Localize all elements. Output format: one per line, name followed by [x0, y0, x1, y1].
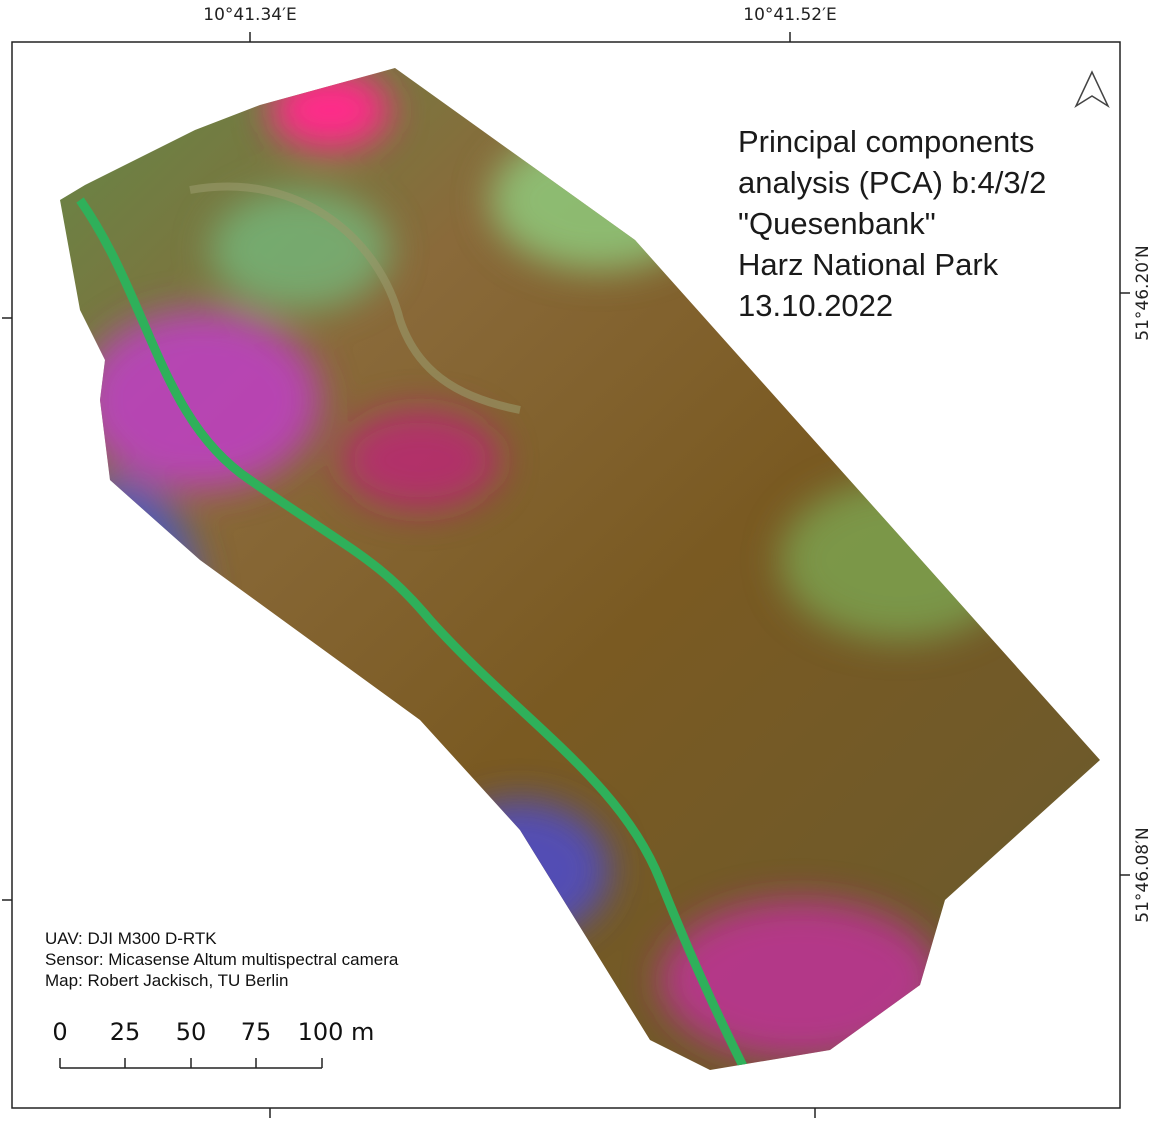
- map: 10°41.34′E 10°41.52′E 51°46.20′N 51°46.0…: [0, 0, 1164, 1124]
- coordinate-label: 51°46.08′N: [1133, 827, 1153, 922]
- scale-label: 75: [241, 1018, 272, 1046]
- title-line: "Quesenbank": [738, 206, 936, 241]
- title-line: Harz National Park: [738, 247, 999, 282]
- coordinate-label: 10°41.52′E: [743, 5, 836, 25]
- title-line: Principal components: [738, 124, 1034, 159]
- coordinate-label: 51°46.20′N: [1133, 245, 1153, 340]
- scale-label: 0: [52, 1018, 67, 1046]
- credit-line: Map: Robert Jackisch, TU Berlin: [45, 971, 288, 990]
- title-line: 13.10.2022: [738, 288, 893, 323]
- coordinate-label: 10°41.34′E: [203, 5, 296, 25]
- scale-label: 50: [176, 1018, 207, 1046]
- scale-label: 100 m: [298, 1018, 375, 1046]
- credit-line: UAV: DJI M300 D-RTK: [45, 929, 217, 948]
- scale-label: 25: [110, 1018, 141, 1046]
- credit-line: Sensor: Micasense Altum multispectral ca…: [45, 950, 399, 969]
- title-line: analysis (PCA) b:4/3/2: [738, 165, 1046, 200]
